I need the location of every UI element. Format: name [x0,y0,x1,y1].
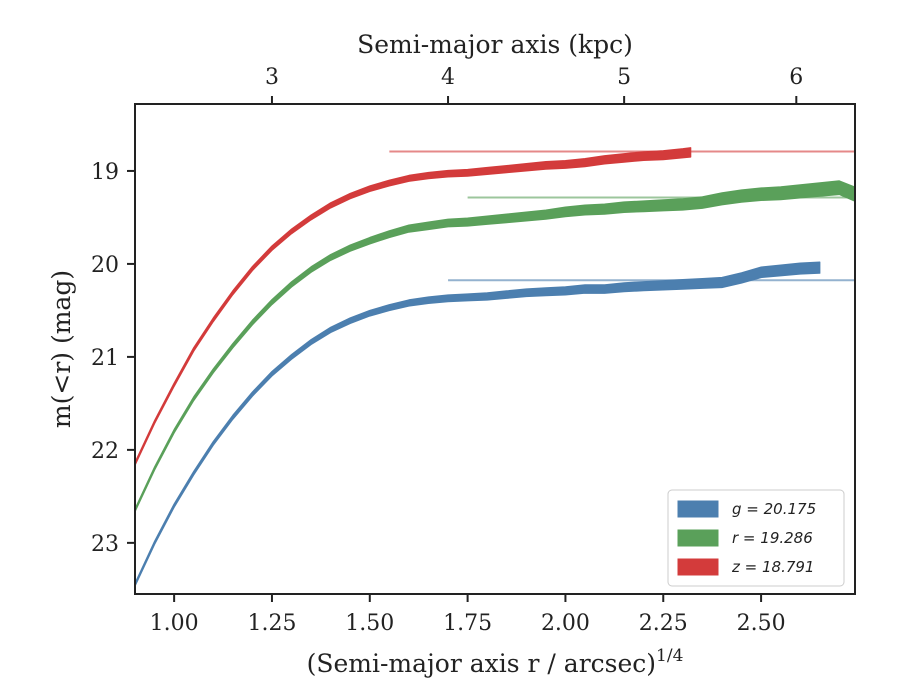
x-axis-title: (Semi-major axis r / arcsec)1/4 [307,646,684,678]
plot-frame [134,103,856,595]
y-axis: 19 20 21 22 23 [91,160,135,557]
legend-swatch [677,558,719,576]
y-tick-label: 22 [91,439,119,464]
x-tick-label: 1.50 [345,611,394,636]
legend-swatch [677,500,719,518]
top-x-tick-label: 6 [789,65,803,90]
legend-label: r = 19.286 [732,529,813,547]
y-axis-title: m(<r) (mag) [47,270,76,428]
y-tick-label: 23 [91,532,119,557]
y-tick-label: 20 [91,253,119,278]
legend: g = 20.175 r = 19.286 z = 18.791 [667,489,845,587]
x-tick-label: 2.25 [639,611,688,636]
x-tick-label: 2.00 [541,611,590,636]
series-2 [135,147,855,466]
legend-label: g = 20.175 [732,500,816,518]
legend-swatch [677,529,719,547]
series-band [135,261,821,587]
series-band [135,180,855,513]
series-band [135,147,692,466]
top-x-axis-title: Semi-major axis (kpc) [357,30,633,59]
series-1 [135,180,855,513]
x-tick-label: 1.00 [150,611,199,636]
top-x-tick-label: 3 [265,65,279,90]
x-tick-label: 1.25 [247,611,296,636]
y-tick-label: 21 [91,346,119,371]
top-x-tick-label: 5 [617,65,631,90]
top-x-tick-label: 4 [441,65,455,90]
x-tick-label: 2.50 [737,611,786,636]
legend-label: z = 18.791 [731,558,814,576]
y-tick-label: 19 [91,160,119,185]
plot-area [135,147,855,587]
top-x-axis: 3 4 5 6 [265,65,803,104]
x-tick-label: 1.75 [443,611,492,636]
series-0 [135,261,855,587]
x-axis: 1.00 1.25 1.50 1.75 2.00 2.25 2.50 [150,594,786,636]
